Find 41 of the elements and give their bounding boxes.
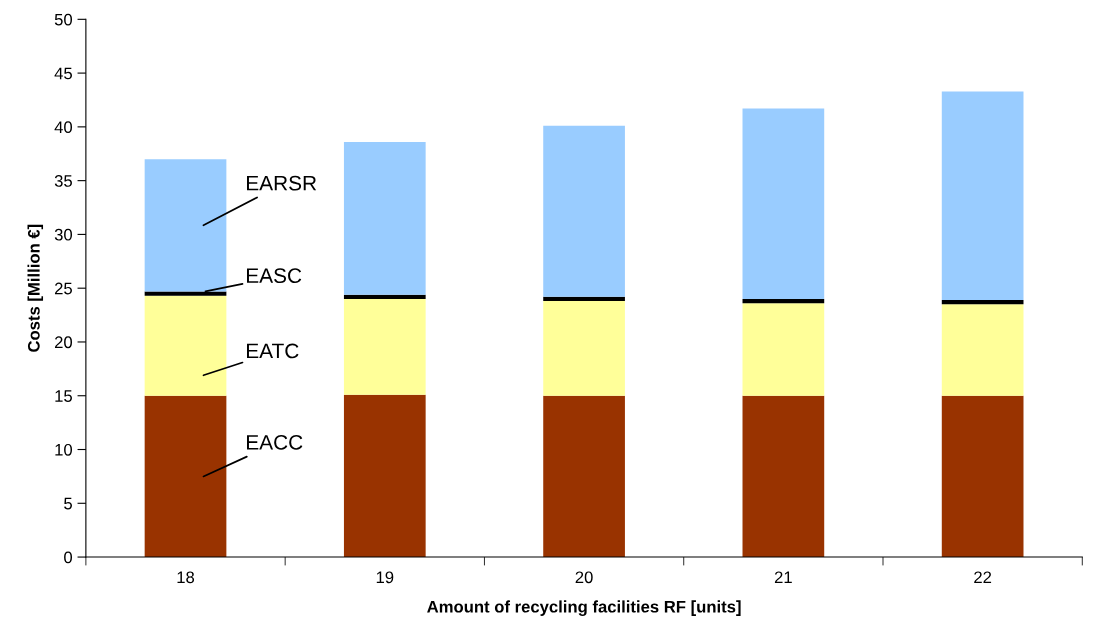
- bar: [343, 141, 426, 295]
- bar: [343, 294, 426, 299]
- x-tick-label: 21: [774, 571, 792, 584]
- legend-label: EASC: [247, 268, 302, 284]
- y-tick-label: 35: [54, 175, 72, 187]
- x-tick-label: 19: [376, 571, 394, 584]
- bar: [543, 301, 625, 396]
- bar: [543, 296, 625, 302]
- y-tick-label: 10: [55, 443, 73, 456]
- y-tick-label: 5: [64, 497, 72, 510]
- x-axis-title: Amount of recycling facilities RF [units]: [427, 600, 741, 616]
- x-tick-label: 18: [177, 571, 195, 584]
- bar: [543, 395, 625, 558]
- bar: [941, 91, 1024, 301]
- series-label: EARSR: [247, 175, 317, 191]
- bar: [742, 298, 825, 304]
- y-tick-label: 50: [54, 13, 73, 26]
- x-tick-label: 20: [575, 571, 593, 584]
- bar: [742, 395, 825, 558]
- bar: [941, 300, 1024, 305]
- x-tick-label: 22: [974, 571, 992, 584]
- bar: [941, 395, 1024, 558]
- y-tick-label: 15: [55, 390, 72, 402]
- series-label: EACC: [247, 434, 303, 450]
- bar: [343, 298, 426, 395]
- bar: [144, 159, 227, 292]
- bar: [543, 125, 625, 297]
- bar: [343, 394, 426, 558]
- bar: [742, 303, 825, 396]
- bar: [144, 295, 227, 396]
- y-tick-label: 45: [54, 67, 72, 80]
- y-tick-label: 20: [54, 336, 73, 349]
- bar: [144, 395, 227, 558]
- y-tick-label: 0: [64, 551, 73, 564]
- series-label: EATC: [247, 343, 299, 359]
- y-tick-label: 40: [54, 121, 73, 134]
- bar: [941, 304, 1024, 396]
- y-tick-label: 25: [54, 282, 72, 295]
- y-axis-title: Costs [Million €]: [27, 224, 44, 352]
- bar: [742, 108, 825, 299]
- y-tick-label: 30: [54, 228, 73, 241]
